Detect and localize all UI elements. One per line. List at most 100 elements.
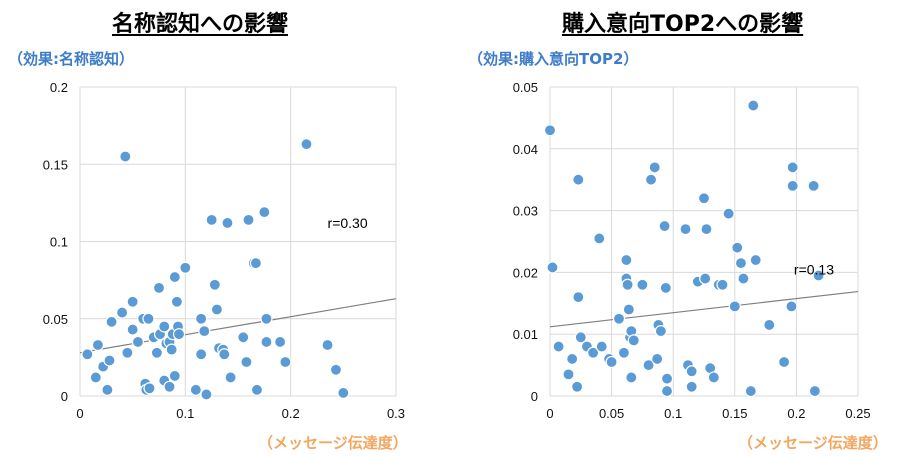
chart-1-data-point [168, 270, 181, 284]
chart-2-data-point [734, 257, 748, 270]
chart-1-data-point [119, 150, 132, 163]
chart-1-y-tick-label: 0 [61, 389, 68, 404]
chart-2-data-point [627, 334, 640, 347]
chart-2-data-point [707, 371, 720, 384]
chart-2-y-tick-label: 0.03 [513, 204, 538, 219]
chart-2-data-point [699, 272, 712, 285]
chart-1-data-point [103, 354, 116, 367]
chart-2-data-point [659, 281, 672, 294]
chart-2-data-point [644, 173, 658, 186]
chart-1-x-tick-label: 0 [76, 406, 83, 421]
chart-1-data-point [198, 325, 211, 338]
chart-2-data-point [728, 300, 741, 313]
chart-1-data-point [170, 295, 184, 308]
chart-2-data-point [651, 352, 664, 366]
chart-2-trendline [549, 290, 859, 328]
chart-1-data-point [168, 369, 181, 383]
chart-2-data-point [593, 232, 606, 245]
chart-2-data-point [660, 372, 674, 385]
chart-2-data-point [697, 192, 711, 205]
chart-1-data-point [329, 363, 343, 376]
chart-1-data-point [158, 320, 171, 333]
chart-1-data-point [300, 138, 313, 151]
chart-2-data-point [785, 300, 798, 313]
chart-2-data-point [648, 161, 661, 174]
chart-2-data-point [642, 359, 655, 372]
chart-2-x-tick-label: 0.2 [787, 406, 805, 421]
chart-2-data-point [807, 179, 820, 192]
chart-1-data-point [221, 216, 234, 230]
chart-1-data-point [321, 338, 334, 352]
chart-1-data-point [218, 348, 231, 361]
chart-1-data-point [274, 335, 287, 349]
chart-2-data-point [737, 272, 750, 285]
chart-1-data-point [152, 281, 166, 294]
chart-2-data-point [654, 325, 667, 338]
chart-1-correlation-label: r=0.30 [328, 215, 368, 231]
chart-2-data-point [777, 355, 791, 369]
chart-2-y-tick-label: 0 [531, 389, 538, 404]
chart-2-data-point [546, 261, 559, 274]
chart-2-data-point [722, 207, 735, 220]
chart-1-x-tick-label: 0.2 [282, 406, 300, 421]
chart-2-subtitle: （効果:購入意向TOP2） [468, 50, 639, 68]
chart-2-data-point [605, 355, 618, 369]
chart-2-data-point [660, 384, 674, 398]
chart-1-data-point [89, 371, 102, 384]
chart-2-data-point [747, 99, 760, 112]
chart-1-x-axis-label: （メッセージ伝達度） [258, 434, 408, 452]
chart-1-data-point [142, 312, 155, 325]
chart-2-x-axis-label: （メッセージ伝達度） [738, 434, 888, 452]
chart-1-data-point [195, 348, 208, 361]
chart-1-x-tick-label: 0.1 [176, 406, 194, 421]
chart-1-data-point [189, 383, 202, 396]
chart-1-data-point [143, 382, 156, 395]
chart-1-data-point [260, 312, 273, 325]
chart-1-data-point [200, 388, 213, 401]
chart-2-data-point [612, 312, 626, 325]
chart-1-data-point [249, 257, 263, 270]
chart-1-y-tick-label: 0.05 [43, 312, 68, 327]
chart-2-data-point [587, 346, 600, 359]
chart-2-x-tick-label: 0.05 [599, 406, 624, 421]
chart-1-data-point [258, 206, 271, 219]
chart-2-data-point [552, 340, 565, 353]
chart-1-data-point [237, 331, 250, 344]
chart-2-y-tick-label: 0.04 [513, 142, 538, 157]
chart-1-y-tick-label: 0.2 [50, 80, 68, 95]
chart-1-data-point [240, 355, 253, 369]
chart-2-x-tick-label: 0.1 [664, 406, 682, 421]
chart-2-data-point [786, 179, 799, 192]
chart-2-data-point [574, 331, 587, 344]
chart-1-data-point [150, 346, 163, 359]
chart-2-data-point [625, 371, 638, 384]
chart-2-data-point [543, 124, 557, 137]
chart-1-data-point [337, 386, 350, 400]
chart-1-data-point [250, 383, 264, 396]
chart-1-data-point [105, 315, 118, 328]
chart-2-y-tick-label: 0.01 [513, 327, 538, 342]
chart-1-data-point [205, 213, 218, 226]
chart-2-data-point [808, 384, 821, 398]
chart-2-data-point [685, 365, 698, 378]
chart-2-title: 購入意向TOP2への影響 [562, 12, 804, 37]
chart-2-data-point [562, 368, 575, 381]
chart-1-trendline [79, 298, 397, 354]
chart-2-data-point [679, 223, 692, 236]
chart-1-x-tick-label: 0.3 [387, 406, 405, 421]
chart-1-data-point [165, 343, 178, 356]
chart-1-data-point [179, 261, 192, 274]
chart-1-data-point [279, 355, 292, 369]
chart-1-data-point [91, 338, 105, 352]
chart-1-data-point [126, 323, 139, 336]
chart-1-data-point [208, 278, 221, 291]
chart-1-data-point [260, 335, 273, 349]
chart-1-data-point [242, 213, 255, 226]
chart-1-title: 名称認知への影響 [112, 12, 289, 37]
chart-2-correlation-label: r=0.13 [794, 261, 834, 277]
chart-2-x-tick-label: 0 [546, 406, 553, 421]
chart-2-x-tick-label: 0.15 [722, 406, 747, 421]
chart-1-data-point [116, 306, 129, 319]
chart-1-data-point [81, 348, 94, 361]
